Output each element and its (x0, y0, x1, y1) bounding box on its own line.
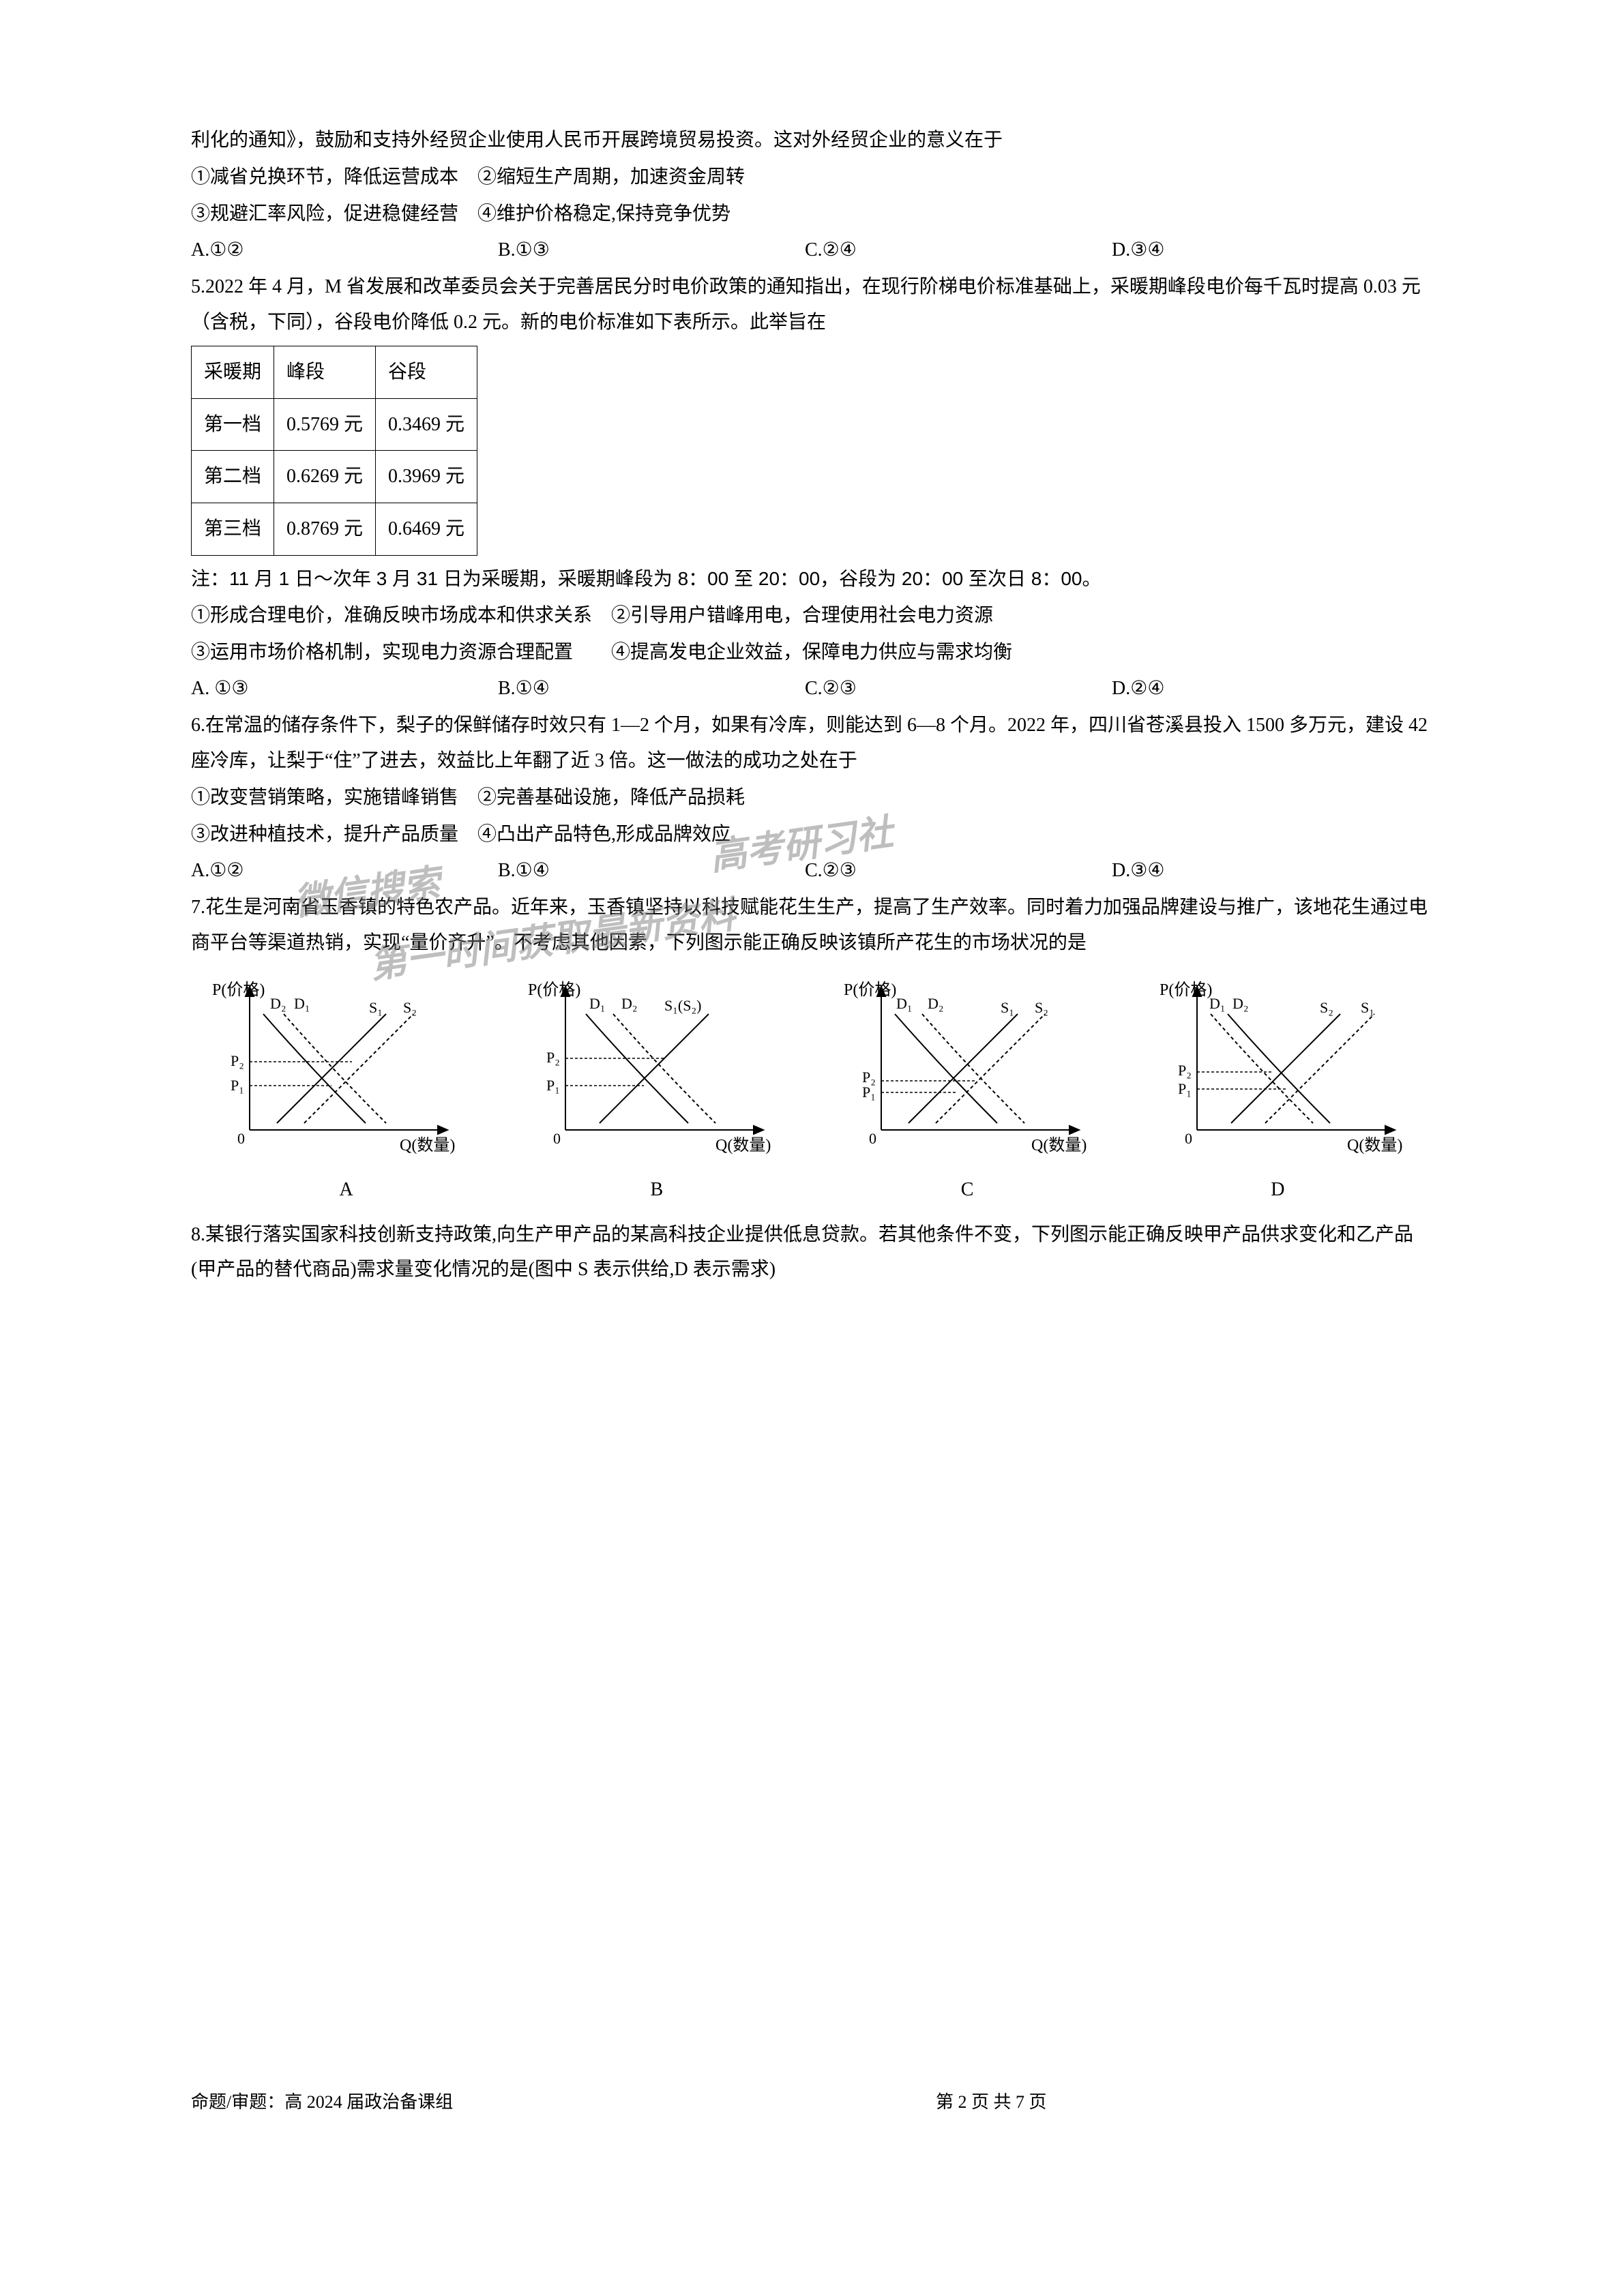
svg-text:S₁: S₁ (1361, 999, 1374, 1016)
q4-opt-b: B.①③ (498, 233, 805, 268)
q4-options: A.①② B.①③ C.②④ D.③④ (191, 233, 1433, 268)
q5-table: 采暖期 峰段 谷段 第一档 0.5769 元 0.3469 元 第二档 0.62… (191, 346, 477, 556)
q6-stmt1: ①改变营销策略，实施错峰销售 ②完善基础设施，降低产品损耗 (191, 780, 1433, 816)
svg-text:D₁: D₁ (294, 995, 310, 1012)
svg-text:P(价格): P(价格) (1160, 981, 1212, 999)
svg-text:S₂: S₂ (1035, 999, 1048, 1016)
origin: 0 (237, 1130, 245, 1147)
svg-text:P₁: P₁ (546, 1077, 560, 1094)
q5-stmt1: ①形成合理电价，准确反映市场成本和供求关系 ②引导用户错峰用电，合理使用社会电力… (191, 598, 1433, 633)
q5-opt-a: A. ①③ (191, 671, 498, 706)
table-header-row: 采暖期 峰段 谷段 (192, 346, 477, 398)
svg-text:P₁: P₁ (862, 1084, 876, 1101)
chart-d-svg: P(价格) Q(数量) 0 D₁ D₂ S₂ S₁ P₁ P₂ (1156, 973, 1415, 1164)
chart-label-d: D (1123, 1172, 1433, 1208)
svg-text:D₁: D₁ (589, 995, 606, 1012)
svg-text:P₁: P₁ (1178, 1080, 1192, 1097)
chart-label-a: A (191, 1172, 501, 1208)
q4-opt-c: C.②④ (805, 233, 1112, 268)
q5-intro: 5.2022 年 4 月，M 省发展和改革委员会关于完善居民分时电价政策的通知指… (191, 269, 1433, 340)
td: 第三档 (192, 503, 274, 556)
td: 第一档 (192, 398, 274, 451)
svg-text:D₂: D₂ (1232, 995, 1249, 1012)
td: 0.8769 元 (274, 503, 376, 556)
q6-opt-a: A.①② (191, 853, 498, 889)
svg-text:S₂: S₂ (403, 999, 417, 1016)
th-period: 采暖期 (192, 346, 274, 398)
svg-text:P₂: P₂ (231, 1052, 244, 1069)
table-row: 第一档 0.5769 元 0.3469 元 (192, 398, 477, 451)
q5-note: 注：11 月 1 日～次年 3 月 31 日为采暖期，采暖期峰段为 8：00 至… (191, 561, 1433, 597)
q8-intro: 8.某银行落实国家科技创新支持政策,向生产甲产品的某高科技企业提供低息贷款。若其… (191, 1217, 1433, 1288)
q4-stmt1: ①减省兑换环节，降低运营成本 ②缩短生产周期，加速资金周转 (191, 160, 1433, 195)
td: 0.3969 元 (376, 451, 477, 503)
q4-stmt2: ③规避汇率风险，促进稳健经营 ④维护价格稳定,保持竞争优势 (191, 196, 1433, 232)
q5-options: A. ①③ B.①④ C.②③ D.②④ (191, 671, 1433, 706)
td: 0.6269 元 (274, 451, 376, 503)
svg-text:P₂: P₂ (546, 1049, 560, 1066)
chart-c-svg: P(价格) Q(数量) 0 D₁ D₂ S₁ S₂ P₁ P₂ (840, 973, 1099, 1164)
q6-stmt2: ③改进种植技术，提升产品质量 ④凸出产品特色,形成品牌效应 (191, 817, 1433, 852)
svg-text:D₂: D₂ (621, 995, 638, 1012)
td: 0.6469 元 (376, 503, 477, 556)
svg-text:S₁(S₂): S₁(S₂) (664, 997, 701, 1014)
q6-opt-c: C.②③ (805, 853, 1112, 889)
q7-chart-labels: A B C D (191, 1172, 1433, 1208)
svg-text:D₂: D₂ (928, 995, 944, 1012)
chart-a-svg: P(价格) Q(数量) 0 D₂ D₁ S₁ S₂ P₁ P₂ (209, 973, 468, 1164)
svg-text:0: 0 (1185, 1130, 1192, 1147)
chart-b: P(价格) Q(数量) 0 D₁ D₂ S₁(S₂) P₁ P₂ (507, 973, 802, 1164)
footer-left: 命题/审题：高 2024 届政治备课组 (191, 2086, 936, 2119)
svg-text:D₁: D₁ (1209, 995, 1226, 1012)
axis-p-label: P(价格) (212, 981, 265, 999)
q4-opt-a: A.①② (191, 233, 498, 268)
svg-text:P₂: P₂ (862, 1069, 876, 1086)
svg-text:Q(数量): Q(数量) (1031, 1136, 1087, 1154)
svg-text:P₁: P₁ (231, 1077, 244, 1094)
chart-c: P(价格) Q(数量) 0 D₁ D₂ S₁ S₂ P₁ P₂ (823, 973, 1118, 1164)
q6-intro: 6.在常温的储存条件下，梨子的保鲜储存时效只有 1—2 个月，如果有冷库，则能达… (191, 708, 1433, 779)
q4-continuation: 利化的通知》，鼓励和支持外经贸企业使用人民币开展跨境贸易投资。这对外经贸企业的意… (191, 123, 1433, 158)
q4-opt-d: D.③④ (1112, 233, 1385, 268)
chart-b-svg: P(价格) Q(数量) 0 D₁ D₂ S₁(S₂) P₁ P₂ (525, 973, 784, 1164)
axis-q-label: Q(数量) (400, 1136, 455, 1154)
table-row: 第二档 0.6269 元 0.3969 元 (192, 451, 477, 503)
svg-text:Q(数量): Q(数量) (1347, 1136, 1402, 1154)
svg-text:P₂: P₂ (1178, 1062, 1192, 1079)
q7-intro: 7.花生是河南省玉香镇的特色农产品。近年来，玉香镇坚持以科技赋能花生生产，提高了… (191, 890, 1433, 961)
svg-text:0: 0 (869, 1130, 876, 1147)
svg-text:D₂: D₂ (270, 995, 286, 1012)
svg-text:S₂: S₂ (1320, 999, 1333, 1016)
q5-opt-b: B.①④ (498, 671, 805, 706)
q6-opt-b: B.①④ (498, 853, 805, 889)
chart-d: P(价格) Q(数量) 0 D₁ D₂ S₂ S₁ P₁ P₂ (1138, 973, 1433, 1164)
page-footer: 命题/审题：高 2024 届政治备课组 第 2 页 共 7 页 (191, 2086, 1432, 2119)
q6-options: A.①② B.①④ C.②③ D.③④ (191, 853, 1433, 889)
svg-text:Q(数量): Q(数量) (715, 1136, 771, 1154)
td: 0.3469 元 (376, 398, 477, 451)
q5-opt-c: C.②③ (805, 671, 1112, 706)
svg-text:0: 0 (553, 1130, 561, 1147)
chart-a: P(价格) Q(数量) 0 D₂ D₁ S₁ S₂ P₁ P₂ (191, 973, 486, 1164)
svg-text:S₁: S₁ (369, 999, 383, 1016)
td: 0.5769 元 (274, 398, 376, 451)
q7-charts: P(价格) Q(数量) 0 D₂ D₁ S₁ S₂ P₁ P₂ (191, 973, 1433, 1164)
svg-text:S₁: S₁ (1001, 999, 1014, 1016)
svg-text:P(价格): P(价格) (528, 981, 580, 999)
q5-opt-d: D.②④ (1112, 671, 1385, 706)
table-row: 第三档 0.8769 元 0.6469 元 (192, 503, 477, 556)
q6-opt-d: D.③④ (1112, 853, 1385, 889)
chart-label-c: C (812, 1172, 1123, 1208)
q5-stmt2: ③运用市场价格机制，实现电力资源合理配置 ④提高发电企业效益，保障电力供应与需求… (191, 635, 1433, 670)
chart-label-b: B (501, 1172, 812, 1208)
th-peak: 峰段 (274, 346, 376, 398)
td: 第二档 (192, 451, 274, 503)
th-valley: 谷段 (376, 346, 477, 398)
footer-right: 第 2 页 共 7 页 (936, 2086, 1432, 2119)
svg-text:D₁: D₁ (896, 995, 913, 1012)
svg-text:P(价格): P(价格) (844, 981, 896, 999)
